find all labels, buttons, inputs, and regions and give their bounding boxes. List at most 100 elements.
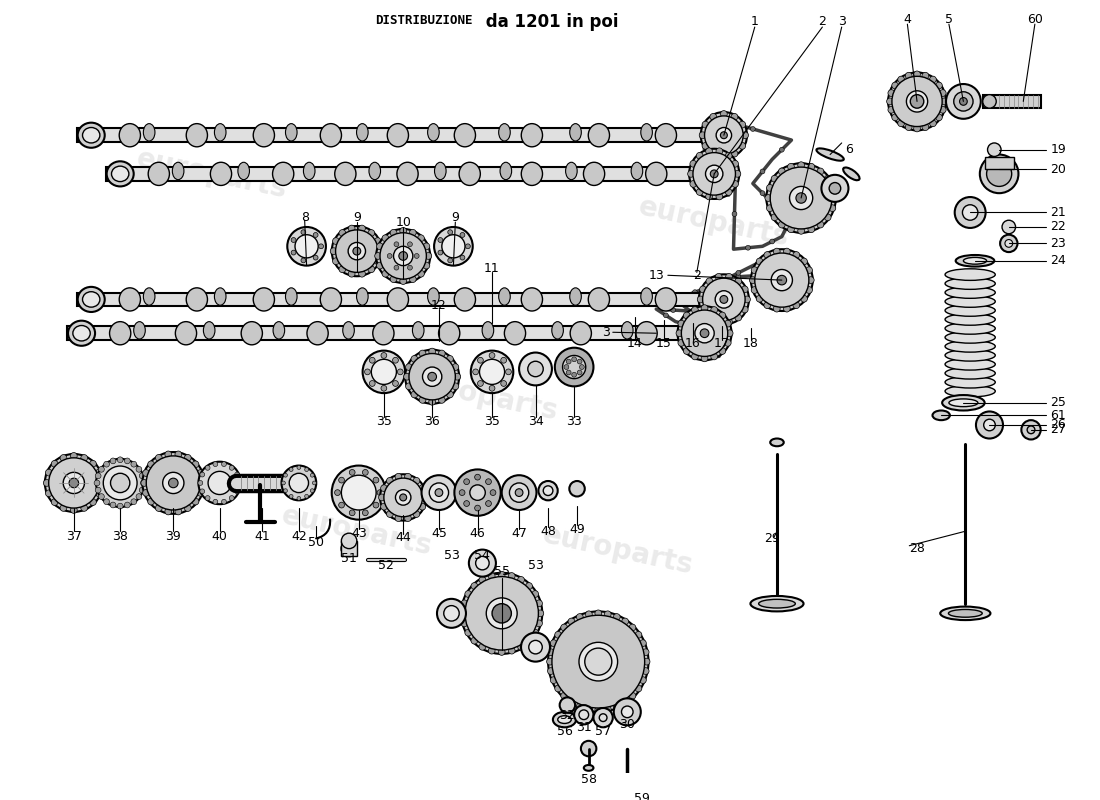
Circle shape bbox=[726, 274, 733, 280]
Ellipse shape bbox=[583, 162, 605, 186]
Text: 57: 57 bbox=[595, 725, 612, 738]
Circle shape bbox=[719, 295, 728, 303]
Ellipse shape bbox=[439, 322, 460, 345]
Circle shape bbox=[301, 230, 306, 234]
Ellipse shape bbox=[134, 322, 145, 339]
Circle shape bbox=[141, 480, 146, 486]
Circle shape bbox=[712, 190, 716, 194]
Circle shape bbox=[914, 71, 921, 78]
Circle shape bbox=[45, 490, 52, 497]
Circle shape bbox=[229, 466, 234, 470]
Circle shape bbox=[506, 369, 512, 374]
Circle shape bbox=[454, 470, 500, 516]
Circle shape bbox=[684, 331, 689, 336]
Circle shape bbox=[221, 462, 227, 466]
Text: 40: 40 bbox=[211, 530, 228, 542]
Text: da 1201 in poi: da 1201 in poi bbox=[481, 13, 619, 30]
Circle shape bbox=[339, 230, 345, 236]
Circle shape bbox=[642, 649, 649, 655]
Circle shape bbox=[807, 226, 815, 233]
Circle shape bbox=[930, 120, 936, 126]
Circle shape bbox=[168, 478, 178, 488]
Circle shape bbox=[693, 171, 698, 176]
Circle shape bbox=[888, 73, 946, 130]
Ellipse shape bbox=[558, 716, 571, 723]
Circle shape bbox=[710, 354, 714, 359]
Text: 24: 24 bbox=[1050, 254, 1066, 267]
Circle shape bbox=[136, 494, 142, 499]
Circle shape bbox=[465, 590, 472, 598]
Circle shape bbox=[793, 252, 800, 258]
Circle shape bbox=[424, 262, 430, 269]
Circle shape bbox=[418, 270, 425, 277]
Circle shape bbox=[703, 133, 708, 138]
Circle shape bbox=[595, 610, 602, 617]
Ellipse shape bbox=[945, 296, 996, 307]
Ellipse shape bbox=[273, 162, 294, 186]
Circle shape bbox=[60, 505, 67, 511]
Circle shape bbox=[405, 474, 411, 480]
Text: 22: 22 bbox=[1050, 221, 1066, 234]
Ellipse shape bbox=[750, 596, 803, 611]
Circle shape bbox=[719, 193, 724, 198]
Circle shape bbox=[770, 239, 774, 244]
Circle shape bbox=[715, 274, 722, 280]
Circle shape bbox=[707, 131, 712, 136]
Circle shape bbox=[983, 419, 996, 430]
Circle shape bbox=[780, 147, 784, 152]
Circle shape bbox=[693, 347, 697, 352]
Circle shape bbox=[914, 125, 921, 132]
Circle shape bbox=[697, 158, 702, 163]
Circle shape bbox=[725, 158, 729, 163]
Ellipse shape bbox=[552, 322, 563, 339]
Circle shape bbox=[284, 489, 287, 493]
Circle shape bbox=[730, 171, 735, 176]
Circle shape bbox=[572, 357, 576, 362]
Text: 3: 3 bbox=[838, 14, 846, 28]
Circle shape bbox=[437, 599, 466, 628]
Text: 52: 52 bbox=[378, 558, 394, 571]
Circle shape bbox=[136, 466, 142, 472]
Circle shape bbox=[822, 175, 848, 202]
Ellipse shape bbox=[949, 399, 978, 406]
Circle shape bbox=[922, 124, 928, 130]
Circle shape bbox=[576, 703, 583, 710]
Circle shape bbox=[690, 161, 696, 167]
Ellipse shape bbox=[521, 124, 542, 147]
Ellipse shape bbox=[570, 288, 581, 306]
Circle shape bbox=[359, 270, 365, 277]
Circle shape bbox=[305, 468, 308, 471]
Ellipse shape bbox=[964, 258, 987, 264]
Circle shape bbox=[725, 185, 729, 190]
Circle shape bbox=[372, 359, 396, 385]
Circle shape bbox=[192, 461, 199, 468]
Circle shape bbox=[710, 150, 716, 157]
Circle shape bbox=[725, 152, 732, 159]
Circle shape bbox=[142, 452, 205, 514]
Circle shape bbox=[478, 643, 486, 650]
Circle shape bbox=[485, 478, 492, 485]
Circle shape bbox=[421, 475, 456, 510]
Circle shape bbox=[465, 244, 471, 249]
Circle shape bbox=[213, 462, 218, 466]
Circle shape bbox=[96, 487, 101, 493]
Ellipse shape bbox=[641, 288, 652, 306]
Circle shape bbox=[574, 705, 594, 725]
Circle shape bbox=[414, 510, 420, 518]
Ellipse shape bbox=[238, 162, 250, 180]
Circle shape bbox=[448, 258, 452, 263]
Circle shape bbox=[692, 306, 698, 314]
Circle shape bbox=[292, 238, 296, 242]
Ellipse shape bbox=[368, 162, 381, 180]
Circle shape bbox=[236, 481, 241, 486]
Ellipse shape bbox=[710, 169, 719, 178]
Circle shape bbox=[905, 124, 912, 130]
Ellipse shape bbox=[204, 322, 214, 339]
Circle shape bbox=[374, 238, 381, 245]
Text: europarts: europarts bbox=[134, 144, 290, 203]
Circle shape bbox=[424, 243, 430, 250]
Circle shape bbox=[829, 205, 836, 211]
Ellipse shape bbox=[945, 322, 996, 334]
Text: 42: 42 bbox=[292, 530, 307, 542]
Text: 56: 56 bbox=[557, 725, 572, 738]
